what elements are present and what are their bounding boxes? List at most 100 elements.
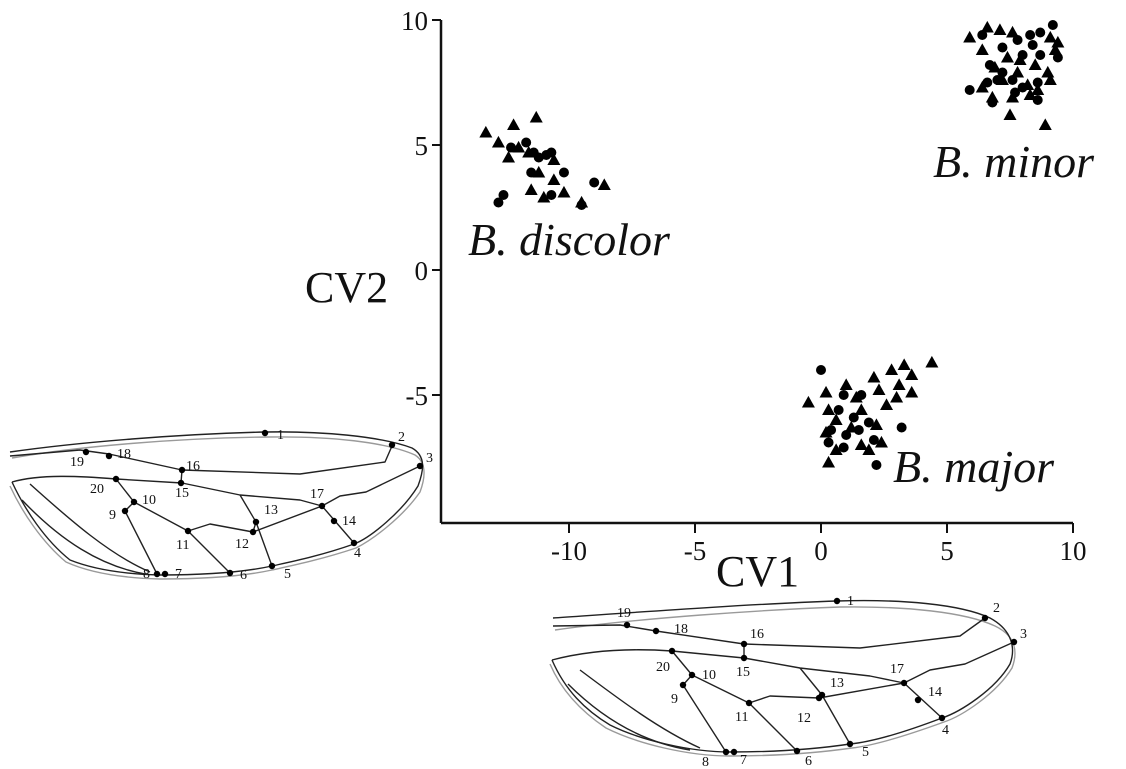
bottom-wing-landmark-label: 16	[750, 627, 764, 642]
bottom-wing-vein	[671, 650, 727, 753]
bottom-wing-landmark-dot	[688, 671, 696, 679]
axes: -10 -5 0 5 10 10 5 0 -5	[401, 6, 1087, 566]
data-point-triangle	[1028, 58, 1042, 70]
data-point-circle	[853, 425, 864, 435]
data-point-triangle	[885, 363, 899, 375]
left-wing-landmark-label: 17	[310, 487, 324, 502]
data-point-triangle	[1043, 30, 1057, 43]
bottom-wing-vein	[799, 667, 823, 696]
data-point-triangle	[597, 178, 611, 190]
bottom-wing-landmark-dot	[740, 640, 748, 648]
label-b-minor: B. minor	[933, 136, 1095, 187]
left-wing-landmark-dot	[330, 517, 338, 525]
data-point-circle	[984, 60, 995, 70]
bottom-wing-landmark-label: 14	[928, 685, 942, 700]
bottom-wing-landmark-label: 1	[847, 594, 854, 609]
data-point-circle	[1052, 52, 1063, 63]
data-point-circle	[521, 137, 532, 148]
data-point-triangle	[854, 403, 868, 415]
data-point-triangle	[819, 385, 833, 398]
data-point-circle	[506, 142, 517, 153]
data-point-triangle	[1003, 108, 1017, 120]
data-point-triangle	[975, 43, 989, 55]
data-point-triangle	[862, 443, 876, 455]
data-point-circle	[1027, 40, 1038, 50]
data-point-triangle	[975, 80, 989, 93]
data-point-circle	[896, 422, 907, 433]
x-tick-label: -10	[551, 536, 587, 566]
bottom-wing-landmark-label: 17	[890, 662, 904, 677]
data-point-triangle	[892, 378, 906, 390]
bottom-wing-landmark-dot	[914, 696, 922, 704]
data-point-triangle	[1051, 35, 1065, 48]
left-wing-landmark-label: 9	[109, 508, 116, 523]
left-wing-landmark-label: 19	[70, 455, 84, 470]
data-point-circle	[868, 435, 879, 445]
data-point-circle	[533, 152, 544, 163]
data-point-circle	[1035, 27, 1046, 38]
bottom-wing-vein	[567, 683, 691, 751]
data-point-circle	[1017, 82, 1028, 93]
left-wing-landmark-dot	[121, 507, 129, 515]
x-tick-label: 0	[814, 536, 828, 566]
data-point-triangle	[502, 150, 516, 163]
data-point-triangle	[557, 185, 571, 198]
data-point-triangle	[822, 455, 836, 468]
bottom-wing-landmark-dot	[722, 748, 730, 756]
data-point-triangle	[880, 398, 894, 410]
left-wing-landmark-dot	[388, 441, 396, 449]
data-point-triangle	[897, 358, 911, 370]
bottom-wing-ghost-outline	[549, 606, 1016, 757]
bottom-wing-landmark-dot	[818, 691, 826, 699]
bottom-wing-landmark-dot	[740, 654, 748, 662]
bottom-wing-landmark-dot	[623, 621, 631, 629]
left-wing-landmark-label: 3	[426, 451, 433, 466]
left-wing-landmark-label: 12	[235, 537, 249, 552]
data-point-circle	[1012, 35, 1023, 45]
data-point-circle	[823, 437, 834, 448]
data-point-triangle	[1031, 83, 1045, 95]
left-wing-landmark-dot	[249, 528, 257, 536]
data-point-triangle	[1000, 50, 1014, 63]
data-point-circle	[576, 200, 587, 210]
data-point-circle	[871, 460, 882, 470]
left-wing-landmark-label: 4	[354, 546, 361, 561]
left-wing-landmark-dot	[252, 518, 260, 526]
data-point-triangle	[829, 443, 843, 455]
bottom-wing-landmark-label: 19	[617, 606, 631, 621]
bottom-wing-landmark-label: 8	[702, 755, 709, 769]
left-wing-landmark-dot	[184, 527, 192, 535]
data-point-triangle	[547, 173, 561, 185]
left-wing-landmark-dot	[161, 570, 169, 578]
left-wing-landmark-label: 20	[90, 482, 104, 497]
left-wing-landmark-label: 1	[277, 428, 284, 443]
bottom-wing-landmark-dot	[652, 627, 660, 635]
left-wing-vein	[115, 478, 158, 575]
data-point-circle	[1017, 50, 1028, 60]
left-wing-landmark-dot	[318, 502, 326, 510]
bottom-wing-landmark-label: 10	[702, 668, 716, 683]
left-wing-vein	[9, 431, 424, 576]
plot-labels: CV1 CV2 B. discolor B. minor B. major	[305, 136, 1095, 596]
x-tick-label: -5	[684, 536, 707, 566]
bottom-wing-landmark-label: 4	[942, 723, 949, 738]
data-point-circle	[838, 390, 849, 400]
data-point-triangle	[801, 395, 815, 408]
bottom-wing-landmark-dot	[745, 699, 753, 707]
bottom-wing-landmark-dot	[833, 597, 841, 605]
bottom-wing-landmark-label: 15	[736, 665, 750, 680]
data-point-circle	[997, 67, 1008, 78]
left-wing-landmark-dot	[226, 569, 234, 577]
data-point-triangle	[867, 370, 881, 383]
left-wing-vein	[21, 499, 146, 575]
bottom-wing-landmark-label: 13	[830, 676, 844, 691]
data-point-triangle	[1011, 65, 1025, 78]
data-point-circle	[1025, 30, 1036, 40]
left-wing-landmark-dot	[105, 452, 113, 460]
data-point-triangle	[980, 20, 994, 33]
data-point-circle	[1010, 87, 1021, 98]
data-point-triangle	[822, 403, 836, 415]
